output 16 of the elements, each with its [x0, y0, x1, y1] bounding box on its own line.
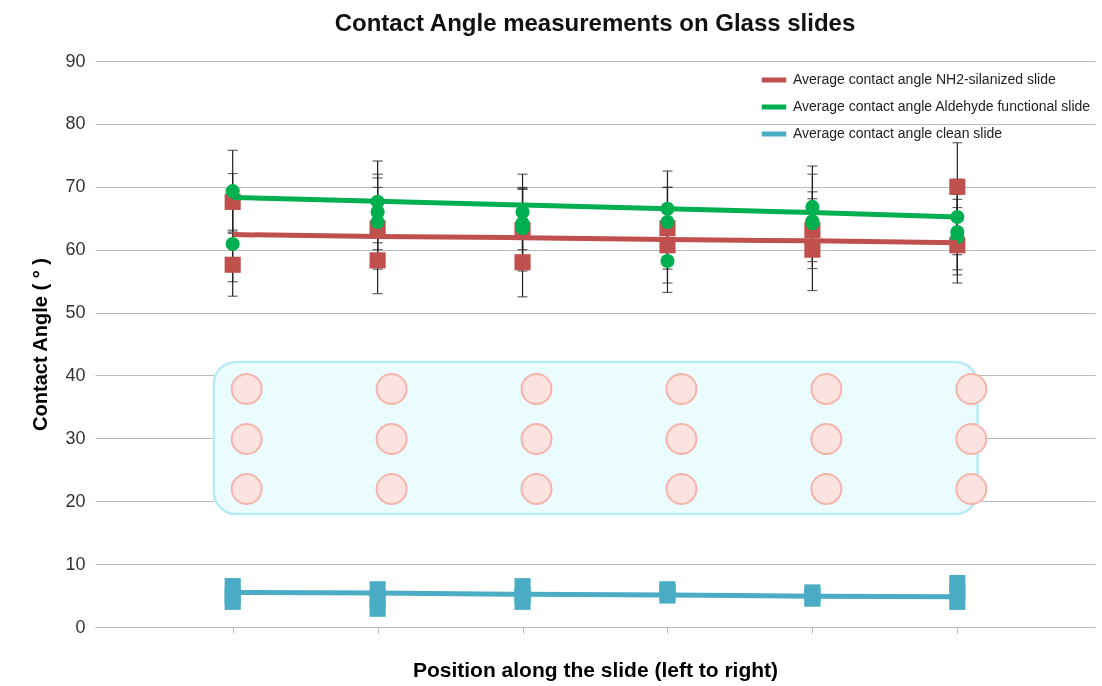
y-axis-title: Contact Angle ( ° ): [29, 258, 52, 431]
chart-title: Contact Angle measurements on Glass slides: [334, 9, 856, 36]
x-axis-title: Position along the slide (left to right): [412, 658, 779, 681]
y-tick-label: 60: [65, 239, 86, 260]
y-tick-label: 10: [65, 553, 86, 574]
y-tick-label: 20: [65, 490, 86, 511]
y-tick-label: 50: [65, 302, 86, 323]
y-tick-label: 90: [65, 50, 86, 71]
legend-label: Average contact angle Aldehyde functional slide: [793, 98, 1091, 114]
y-tick-label: 70: [65, 176, 86, 197]
legend-label: Average contact angle NH2-silanized slide: [793, 71, 1056, 87]
y-tick-label: 40: [65, 364, 86, 385]
y-tick-label: 30: [65, 427, 86, 448]
legend-label: Average contact angle clean slide: [793, 125, 1003, 141]
y-tick-label: 80: [65, 113, 86, 134]
y-tick-label: 0: [75, 616, 86, 637]
